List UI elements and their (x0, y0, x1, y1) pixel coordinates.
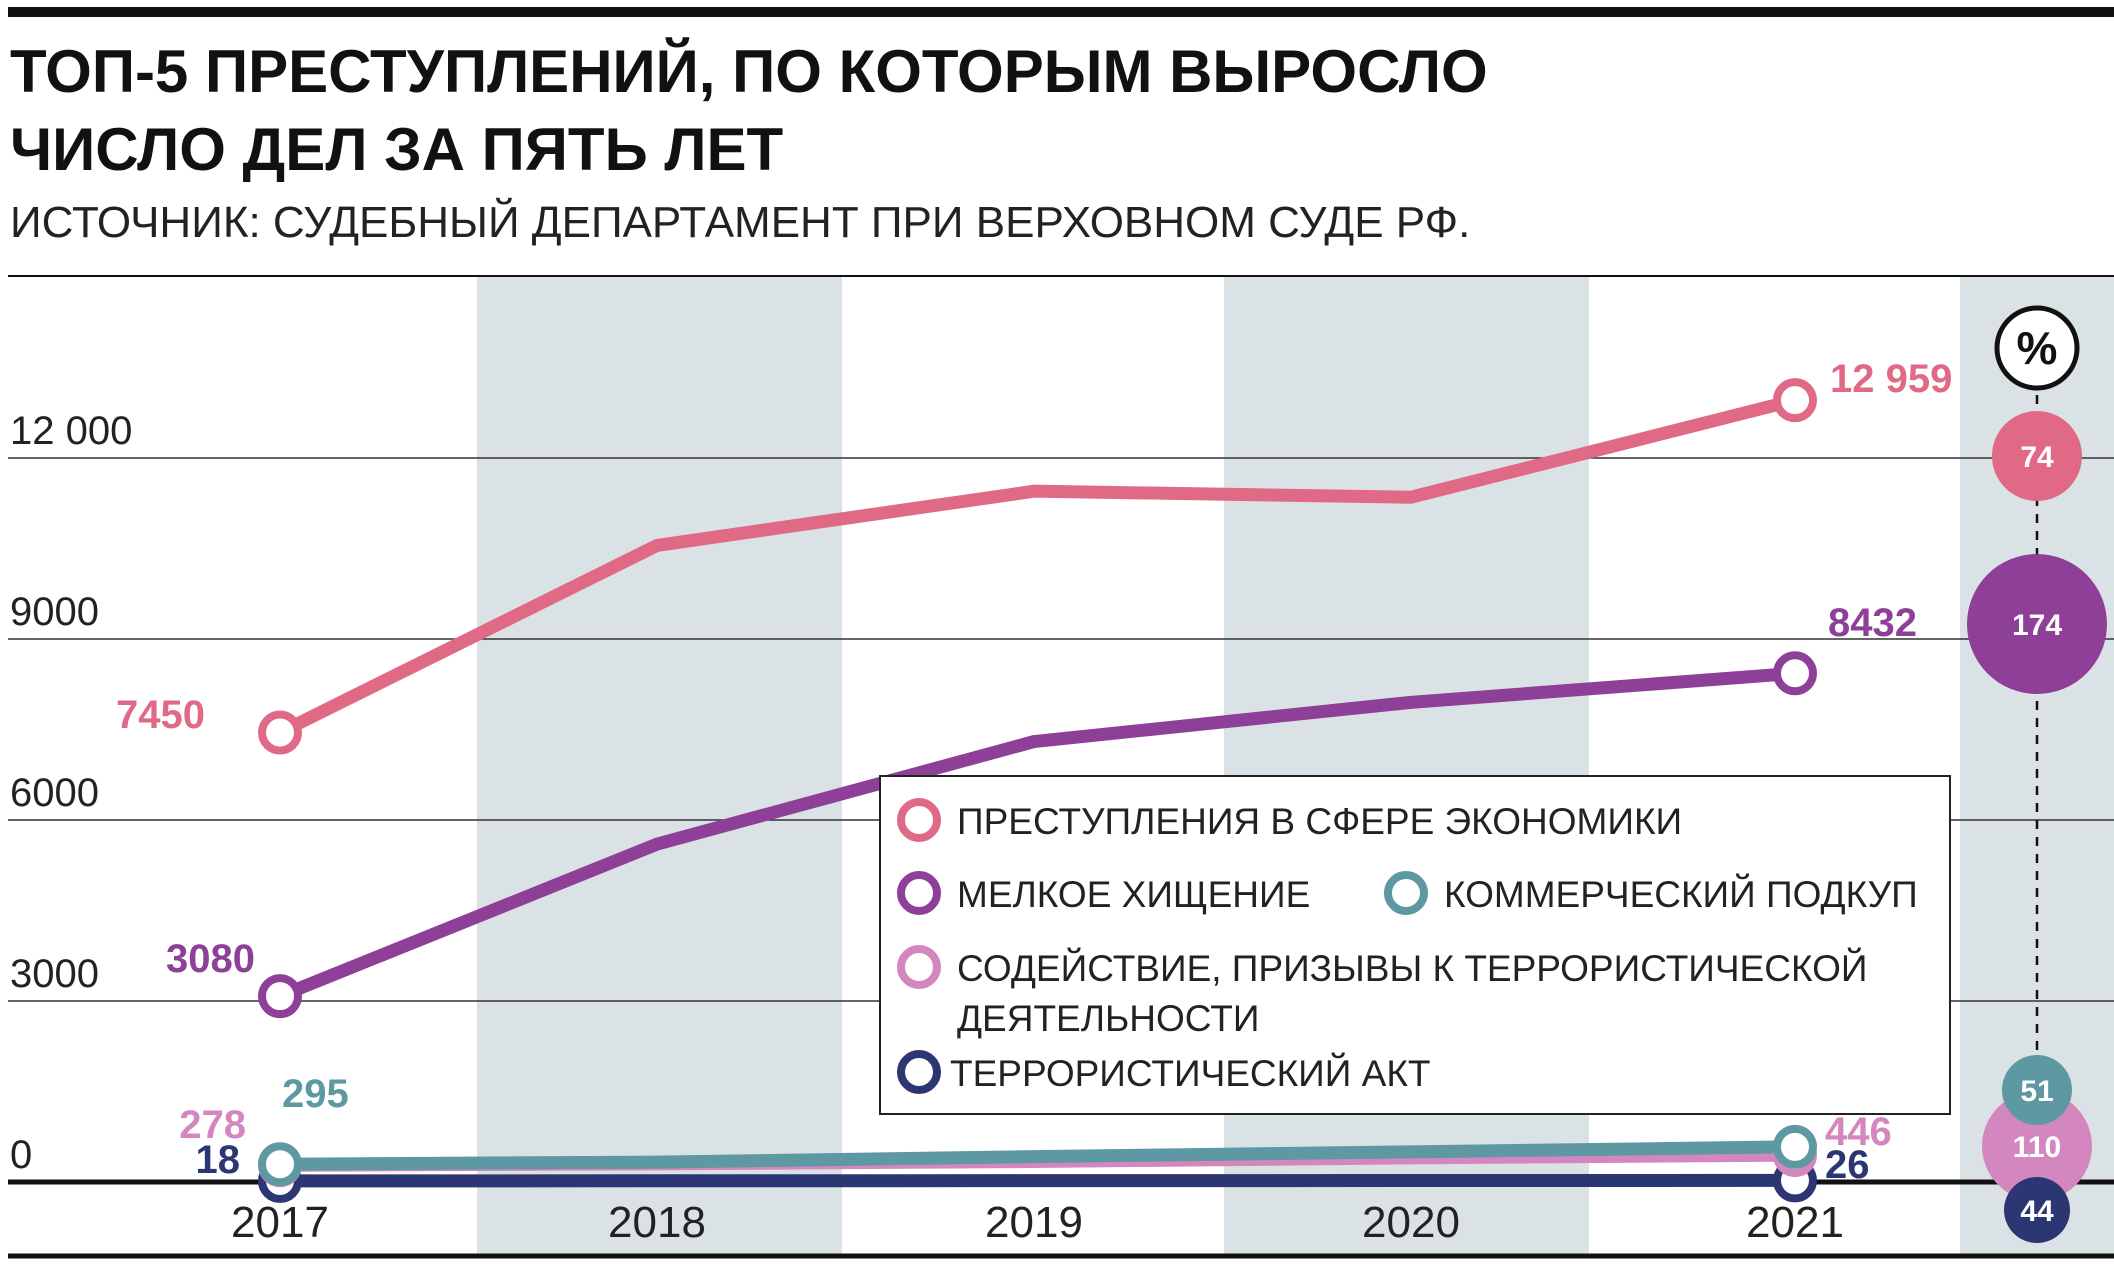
legend-label-cont: ДЕЯТЕЛЬНОСТИ (957, 998, 1260, 1039)
legend-box (879, 775, 1951, 1115)
data-point (1773, 651, 1817, 696)
percent-bubble-value: 110 (2013, 1131, 2061, 1164)
percent-bubble (2004, 1177, 2070, 1243)
legend-label: СОДЕЙСТВИЕ, ПРИЗЫВЫ К ТЕРРОРИСТИЧЕСКОЙ (957, 947, 1867, 989)
percent-bubble (1992, 411, 2082, 501)
percent-bubble (1982, 1091, 2092, 1201)
y-tick-label: 12 000 (10, 409, 132, 453)
y-tick-label: 3000 (10, 952, 99, 996)
x-tick-label: 2017 (231, 1198, 329, 1247)
percent-change-column: % 74 174 110 51 44 (1967, 305, 2107, 1243)
data-label-end: 446 (1825, 1110, 1892, 1154)
percent-header-label: % (2017, 322, 2058, 374)
x-tick-label: 2020 (1362, 1198, 1460, 1247)
data-label-end: 8432 (1828, 601, 1917, 645)
percent-bubble-value: 51 (2020, 1075, 2053, 1108)
data-label-end: 12 959 (1830, 357, 1952, 401)
legend-label: ТЕРРОРИСТИЧЕСКИЙ АКТ (950, 1052, 1430, 1094)
legend: ПРЕСТУПЛЕНИЯ В СФЕРЕ ЭКОНОМИКИ МЕЛКОЕ ХИЩ… (879, 775, 1951, 1115)
series-line (273, 393, 1802, 740)
data-point (258, 1142, 302, 1187)
percent-header-circle (1994, 305, 2080, 391)
year-bands (477, 277, 2114, 1255)
series-points (258, 378, 1817, 1203)
legend-label: ПРЕСТУПЛЕНИЯ В СФЕРЕ ЭКОНОМИКИ (957, 801, 1682, 842)
legend-marker (897, 945, 941, 989)
percent-bubble-value: 74 (2020, 441, 2054, 474)
legend-marker (897, 871, 941, 915)
y-axis-labels: 0 3000 6000 9000 12 000 (10, 409, 132, 1177)
legend-marker (897, 1050, 941, 1094)
x-tick-label: 2018 (608, 1198, 706, 1247)
percent-bubble (1967, 554, 2107, 694)
x-tick-label: 2019 (985, 1198, 1083, 1247)
y-tick-label: 9000 (10, 590, 99, 634)
data-point (1773, 1124, 1817, 1169)
y-tick-label: 6000 (10, 771, 99, 815)
legend-marker (897, 798, 941, 842)
percent-bubble-value: 174 (2012, 609, 2062, 642)
data-label-start: 18 (196, 1138, 241, 1182)
percent-bubble-value: 44 (2020, 1195, 2054, 1228)
x-axis-labels: 2017 2018 2019 2020 2021 (231, 1198, 1844, 1247)
chart-title-line2: ЧИСЛО ДЕЛ ЗА ПЯТЬ ЛЕТ (10, 116, 783, 183)
legend-label: КОММЕРЧЕСКИЙ ПОДКУП (1444, 873, 1918, 915)
data-label-end: 26 (1825, 1143, 1870, 1187)
y-tick-label: 0 (10, 1133, 32, 1177)
legend-label: МЕЛКОЕ ХИЩЕНИЕ (957, 874, 1310, 915)
band-2018 (477, 277, 842, 1255)
data-point (1773, 378, 1817, 423)
data-point (258, 710, 302, 755)
data-label-start: 7450 (116, 693, 205, 737)
x-tick-label: 2021 (1746, 1198, 1844, 1247)
data-point (258, 974, 302, 1019)
series-line (273, 666, 1802, 1003)
percent-bubble (2002, 1055, 2072, 1125)
data-label-start: 295 (282, 1072, 349, 1116)
legend-marker (1384, 871, 1428, 915)
data-label-start: 3080 (166, 937, 255, 981)
series-lines (273, 393, 1802, 1188)
series-line (273, 1140, 1802, 1171)
chart-subtitle: ИСТОЧНИК: СУДЕБНЫЙ ДЕПАРТАМЕНТ ПРИ ВЕРХО… (10, 196, 1470, 247)
chart-title-line1: ТОП-5 ПРЕСТУПЛЕНИЙ, ПО КОТОРЫМ ВЫРОСЛО (10, 38, 1488, 105)
data-label-start: 278 (179, 1103, 246, 1147)
